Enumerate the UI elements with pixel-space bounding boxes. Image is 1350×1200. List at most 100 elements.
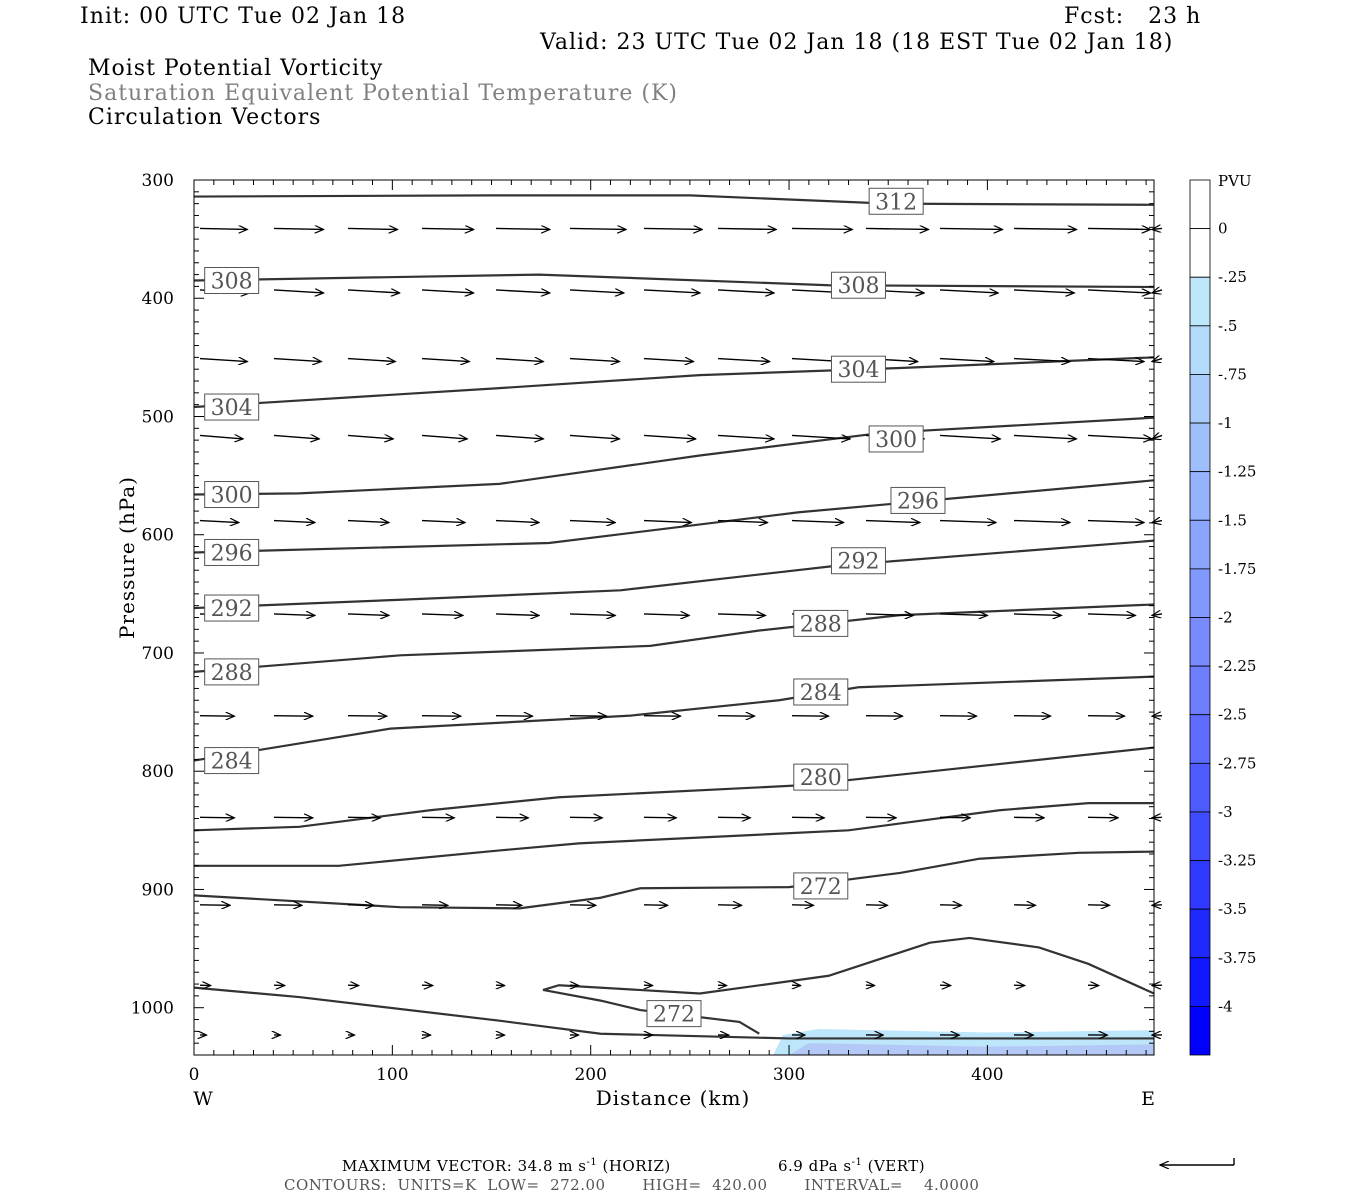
colorbar-box (1189, 665, 1211, 716)
contour-label: 308 (211, 270, 253, 295)
wind-vector (199, 817, 234, 818)
contour-label: 288 (211, 661, 253, 686)
colorbar-box (1189, 860, 1211, 910)
wind-vector (717, 905, 742, 906)
wind-vector (273, 716, 313, 717)
contour-label: 272 (800, 875, 842, 900)
wind-vector (791, 716, 829, 717)
wind-vector (495, 435, 543, 439)
wind-vector (939, 905, 962, 906)
colorbar-label: -2.75 (1218, 754, 1256, 772)
colorbar-box (1189, 228, 1211, 278)
colorbar-box (1189, 519, 1211, 570)
wind-vector (939, 290, 998, 293)
wind-vector (273, 228, 324, 229)
x-tick-label: 100 (376, 1065, 408, 1085)
wind-vector (347, 905, 374, 906)
colorbar-label: -.25 (1218, 268, 1247, 286)
y-tick-label: 700 (142, 644, 174, 664)
wind-vector (1013, 290, 1074, 293)
wind-vector (273, 817, 313, 818)
wind-vector (1087, 905, 1110, 906)
colorbar-box (1189, 471, 1211, 521)
wind-vector (421, 614, 463, 616)
wind-vector (717, 614, 765, 616)
x-end-label-east: E (1141, 1088, 1155, 1110)
wind-vector (421, 228, 474, 229)
wind-vector (1087, 716, 1125, 717)
wind-vector (347, 817, 380, 818)
wind-vector (717, 359, 770, 362)
max-vector-horiz-value: MAXIMUM VECTOR: 34.8 m s (342, 1157, 587, 1175)
y-tick-label: 400 (142, 289, 174, 309)
contour-292 (193, 539, 1155, 610)
colorbar-label: -.5 (1218, 317, 1237, 335)
contour-label: 288 (800, 612, 842, 637)
init-time: Init: 00 UTC Tue 02 Jan 18 (80, 4, 407, 29)
wind-vector (717, 521, 768, 523)
wind-vector (939, 521, 996, 523)
max-vector-vert-value: 6.9 dPa s (778, 1157, 852, 1175)
wind-vector (347, 290, 400, 293)
contour-272 (542, 936, 1155, 1035)
wind-vector (569, 817, 602, 818)
vert-label: (VERT) (867, 1157, 926, 1175)
contour-label-box (830, 271, 886, 299)
wind-vector (643, 614, 689, 616)
y-tick-label: 800 (142, 762, 174, 782)
contour-label-box (204, 658, 260, 686)
contour-300 (193, 416, 1155, 496)
contour-label-box (890, 486, 946, 514)
max-vector-text: MAXIMUM VECTOR: 34.8 m s-1 (HORIZ) (342, 1157, 671, 1175)
wind-vector (273, 521, 315, 523)
x-tick-label: 200 (574, 1065, 606, 1085)
plot-frame (193, 179, 1155, 1056)
wind-vector (717, 228, 776, 229)
contour-label-box (868, 425, 924, 453)
contour-label: 300 (211, 484, 253, 509)
wind-vector (199, 435, 243, 439)
contour-label-box (204, 747, 260, 775)
contour-label: 304 (837, 358, 879, 383)
contour-info: CONTOURS: UNITS=K LOW= 272.00 HIGH= 420.… (284, 1176, 980, 1194)
colorbar-label: -1.5 (1218, 511, 1247, 529)
colorbar-box (1189, 325, 1211, 375)
colorbar-box (1189, 422, 1211, 473)
wind-vector (1013, 359, 1070, 362)
wind-vector (1013, 905, 1036, 906)
y-tick-label: 500 (142, 407, 174, 427)
colorbar-label: -1.75 (1218, 560, 1256, 578)
wind-vector (347, 359, 395, 362)
wind-vector (421, 359, 469, 362)
field-title-mpv: Moist Potential Vorticity (88, 56, 384, 81)
wind-vector (1087, 228, 1151, 229)
wind-vector (495, 716, 533, 717)
x-tick-label: 0 (189, 1065, 200, 1085)
wind-vector (939, 435, 1000, 439)
wind-vector (273, 614, 315, 616)
colorbar-box (1189, 1005, 1211, 1056)
contour-label-box (204, 481, 260, 509)
wind-vector (1013, 435, 1077, 439)
wind-vector (1087, 817, 1118, 818)
wind-vector (347, 716, 387, 717)
colorbar-box (1189, 276, 1211, 327)
wind-vector (495, 359, 543, 362)
wind-vector (569, 614, 615, 616)
contour-label: 312 (875, 190, 917, 215)
wind-vector (717, 290, 774, 293)
wind-vector (495, 228, 550, 229)
colorbar-box (1189, 179, 1211, 230)
contour-label: 300 (875, 428, 917, 453)
wind-vector (643, 359, 694, 362)
contour-label-box (793, 678, 849, 706)
unit-exponent: -1 (586, 1157, 598, 1168)
wind-vector (865, 817, 896, 818)
wind-vector (347, 614, 389, 616)
wind-vector (1013, 614, 1061, 616)
contour-label: 304 (211, 396, 253, 421)
wind-vector (1013, 521, 1070, 523)
wind-vector (717, 817, 750, 818)
unit-exponent: -1 (851, 1157, 863, 1168)
